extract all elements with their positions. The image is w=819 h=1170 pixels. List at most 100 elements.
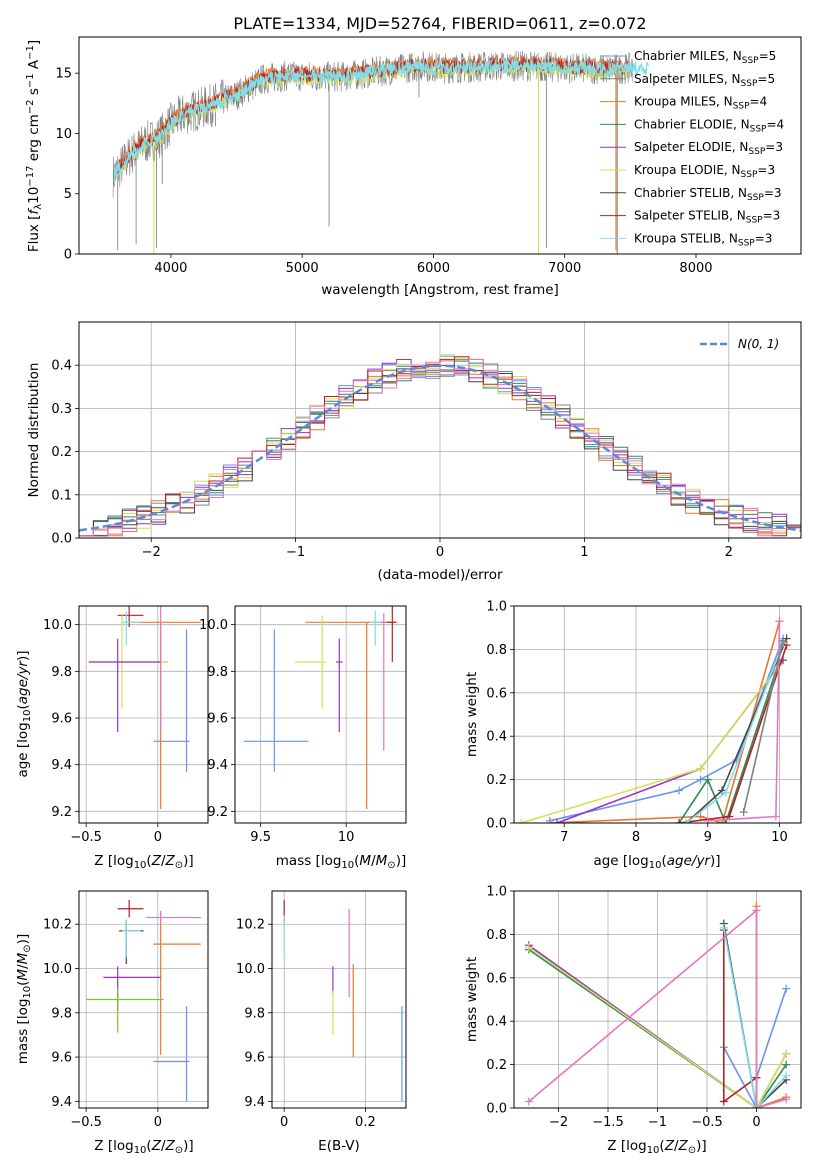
legend-suffix: =4 — [750, 95, 768, 109]
legend-sub: SSP — [748, 147, 765, 157]
y-tick-label: 9.8 — [244, 1006, 265, 1021]
weight-marker — [782, 1060, 791, 1069]
legend-entry: Salpeter STELIB, NSSP=3 — [634, 209, 780, 226]
x-tick-label: −0.5 — [70, 1115, 102, 1130]
weight-marker — [553, 819, 562, 823]
label-part: ⊙ — [22, 944, 33, 952]
weight-marker — [696, 812, 705, 821]
legend-label: Kroupa STELIB, N — [634, 231, 738, 245]
weight-marker — [782, 641, 791, 650]
label-part: A — [26, 59, 42, 73]
weight-line — [755, 906, 787, 1108]
legend-entry: Salpeter ELODIE, NSSP=3 — [634, 140, 783, 157]
weight-line — [742, 640, 784, 813]
x-tick-label: 2 — [725, 545, 733, 560]
y-tick-label: 9.8 — [51, 1006, 72, 1021]
weight-marker — [775, 617, 784, 626]
label-part: M — [15, 952, 31, 964]
weight-marker — [782, 984, 791, 993]
x-tick-label: 9 — [704, 830, 712, 845]
label-part: ⊙ — [688, 1145, 696, 1156]
weight-marker — [782, 1049, 791, 1058]
legend-label: Salpeter ELODIE, N — [634, 140, 748, 154]
label-part: Z — [151, 853, 162, 869]
panel-spectrum: 4000 5000 6000 7000 8000 0 5 10 15 Chabrier MILES… — [25, 36, 802, 298]
y-tick-label: 9.4 — [51, 1095, 72, 1110]
y-tick-label: 0.0 — [51, 532, 72, 547]
legend-sub: SSP — [741, 79, 758, 89]
label-part: age/yr — [667, 853, 712, 869]
x-tick-label: 6000 — [417, 261, 450, 276]
weight-marker — [703, 816, 712, 823]
x-tick-label: 8 — [632, 830, 640, 845]
label-part: )] — [15, 934, 31, 945]
label-part: Z [log — [94, 1138, 133, 1154]
axes: −2 −1 0 1 2 0.0 0.1 0.2 0.3 0.4 N(0, 1) (data-model… — [26, 321, 802, 583]
weight-line — [528, 908, 787, 1108]
legend-entry: N(0, 1) — [738, 337, 779, 351]
x-tick-label: −2 — [142, 545, 161, 560]
legend-entry: Salpeter MILES, NSSP=5 — [634, 72, 775, 89]
x-tick-label: 5000 — [286, 261, 319, 276]
label-part: )] — [183, 853, 194, 869]
x-tick-label: −0.5 — [691, 1115, 723, 1130]
y-tick-label: 0.4 — [486, 730, 507, 745]
x-tick-label: 0 — [154, 830, 162, 845]
panel-mass-vs-Z: −0.5 09.49.69.810.010.2Z [log10(Z/Z⊙)]mas… — [15, 890, 209, 1156]
label-part: 10 — [22, 710, 33, 723]
y-tick-label: 10.0 — [199, 618, 228, 633]
legend-entry: Chabrier MILES, NSSP=5 — [634, 49, 776, 66]
weight-marker — [752, 1104, 761, 1108]
weight-marker — [752, 906, 761, 915]
label-part: M — [376, 853, 388, 869]
x-axis-label: age [log10(age/yr)] — [593, 853, 720, 871]
x-tick-label: −2 — [549, 1115, 568, 1130]
weight-marker — [779, 636, 788, 645]
label-part: ⊙ — [175, 1145, 183, 1156]
y-tick-label: 10.2 — [236, 918, 265, 933]
y-tick-label: 0.6 — [486, 686, 507, 701]
spectrum-model-line — [113, 58, 650, 182]
label-part: mass [log — [15, 999, 31, 1065]
label-part: / — [15, 964, 31, 969]
label-part: age [log — [15, 722, 31, 777]
weight-marker — [719, 1097, 728, 1106]
weight-marker — [771, 812, 780, 821]
axes: −2 −1.5 −1 −0.5 0 0.0 0.2 0.4 0.6 0.8 1.0 mass weig… — [464, 885, 802, 1156]
axes-frame — [513, 605, 802, 824]
label-part: )] — [710, 853, 721, 869]
plot-area — [517, 617, 791, 823]
axes: 0 0.2 9.4 9.6 9.8 10.0 10.2 E(B-V) — [236, 890, 407, 1154]
x-tick-label: 4000 — [154, 261, 187, 276]
weight-marker — [696, 764, 705, 773]
label-part: )] — [15, 650, 31, 661]
x-axis-label: (data-model)/error — [377, 567, 503, 583]
legend-label: Chabrier ELODIE, N — [634, 117, 750, 131]
legend-sub: SSP — [746, 216, 763, 226]
label-part: s — [26, 88, 42, 99]
label-part: / — [161, 853, 166, 869]
label-part: M — [15, 969, 31, 981]
legend-suffix: =5 — [757, 72, 775, 86]
x-tick-label: 7000 — [548, 261, 581, 276]
legend-suffix: =3 — [765, 140, 783, 154]
y-tick-label: 9.8 — [51, 665, 72, 680]
plot-area — [112, 50, 650, 254]
label-part: ( — [661, 853, 666, 869]
label-part: age/yr — [15, 660, 31, 705]
x-tick-label: 0.2 — [355, 1115, 376, 1130]
y-tick-label: 1.0 — [486, 885, 507, 900]
y-tick-label: 9.6 — [51, 712, 72, 727]
legend-sub: SSP — [741, 170, 758, 180]
y-axis-label: mass weight — [464, 957, 480, 1042]
label-part: mass [log — [276, 853, 342, 869]
label-part: ] — [26, 40, 42, 45]
y-tick-label: 9.8 — [207, 665, 228, 680]
label-part: Z — [165, 853, 176, 869]
label-part: ( — [15, 704, 31, 709]
x-tick-label: 7 — [560, 830, 568, 845]
legend-label: Salpeter MILES, N — [634, 72, 741, 86]
legend-suffix: =3 — [757, 163, 775, 177]
